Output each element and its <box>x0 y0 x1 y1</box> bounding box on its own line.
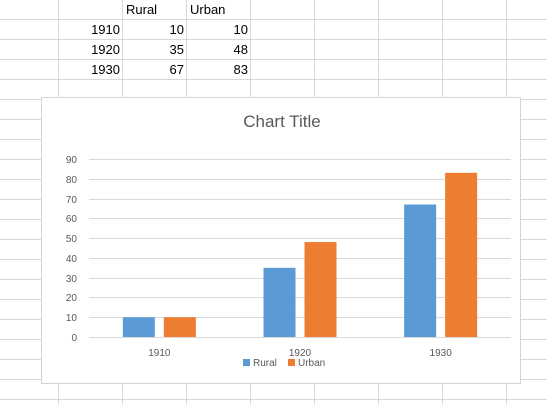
y-tick-label: 10 <box>66 313 78 324</box>
x-tick-label: 1910 <box>148 348 171 359</box>
cell-urban[interactable]: 48 <box>233 42 248 57</box>
cell-urban[interactable]: 10 <box>233 22 248 37</box>
cell-year[interactable]: 1920 <box>91 42 120 57</box>
bar-urban-1920[interactable] <box>304 242 337 337</box>
bar-urban-1930[interactable] <box>445 172 478 337</box>
chart-title[interactable]: Chart Title <box>243 112 320 131</box>
legend-swatch-urban <box>288 359 295 366</box>
bar-chart: Chart Title 0 10 20 30 40 50 60 70 80 90 1910 1920 1… <box>66 112 511 369</box>
cell-header-urban[interactable]: Urban <box>190 2 226 17</box>
bar-rural-1910[interactable] <box>122 317 155 337</box>
y-tick-label: 40 <box>66 254 78 265</box>
y-tick-label: 60 <box>66 214 78 225</box>
x-tick-label: 1930 <box>430 348 453 359</box>
cell-year[interactable]: 1910 <box>91 22 120 37</box>
cell-header-rural[interactable]: Rural <box>126 2 158 17</box>
bar-rural-1930[interactable] <box>404 204 437 337</box>
legend-label-rural: Rural <box>253 358 277 369</box>
y-tick-label: 90 <box>66 155 78 166</box>
chart-legend[interactable]: Rural Urban <box>243 358 325 369</box>
y-tick-label: 70 <box>66 195 78 206</box>
y-tick-label: 80 <box>66 175 78 186</box>
cell-rural[interactable]: 10 <box>169 22 184 37</box>
legend-swatch-rural <box>243 359 250 366</box>
y-tick-label: 0 <box>71 333 77 344</box>
cell-rural[interactable]: 67 <box>169 62 184 77</box>
cell-year[interactable]: 1930 <box>91 62 120 77</box>
cell-rural[interactable]: 35 <box>169 42 184 57</box>
bar-rural-1920[interactable] <box>263 267 296 337</box>
cell-urban[interactable]: 83 <box>233 62 248 77</box>
chart-area[interactable]: Chart Title 0 10 20 30 40 50 60 70 80 90 1910 1920 1… <box>41 97 521 384</box>
x-tick-label: 1920 <box>289 348 312 359</box>
y-tick-label: 30 <box>66 274 78 285</box>
legend-label-urban: Urban <box>298 358 325 369</box>
y-tick-label: 20 <box>66 293 78 304</box>
bar-urban-1910[interactable] <box>163 317 196 337</box>
y-tick-label: 50 <box>66 234 78 245</box>
